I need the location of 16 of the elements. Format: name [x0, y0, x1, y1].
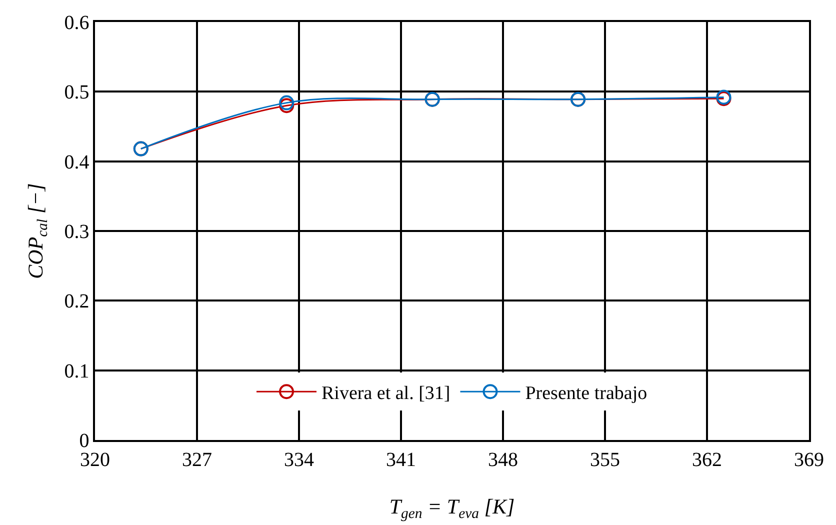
- y-tick-label: 0.4: [64, 151, 90, 174]
- legend-label: Presente trabajo: [525, 383, 648, 404]
- legend-label: Rivera et al. [31]: [322, 383, 450, 404]
- y-tick-label: 0.5: [64, 82, 90, 104]
- x-tick-label: 362: [692, 448, 722, 471]
- x-tick-label: 369: [794, 448, 824, 471]
- x-tick-label: 348: [488, 448, 518, 471]
- x-axis-title: T$_{gen}$ = T$_{eva}$ [K]: [389, 494, 515, 522]
- x-tick-label: 355: [590, 448, 620, 471]
- y-tick-label: 0.1: [64, 360, 90, 382]
- x-tick-label: 334: [284, 448, 314, 471]
- y-tick-label: 0.2: [64, 290, 90, 313]
- x-tick-label: 341: [386, 448, 416, 471]
- x-tick-label: 327: [182, 448, 212, 471]
- y-tick-label: 0.6: [64, 12, 90, 34]
- y-tick-label: 0.3: [64, 221, 90, 243]
